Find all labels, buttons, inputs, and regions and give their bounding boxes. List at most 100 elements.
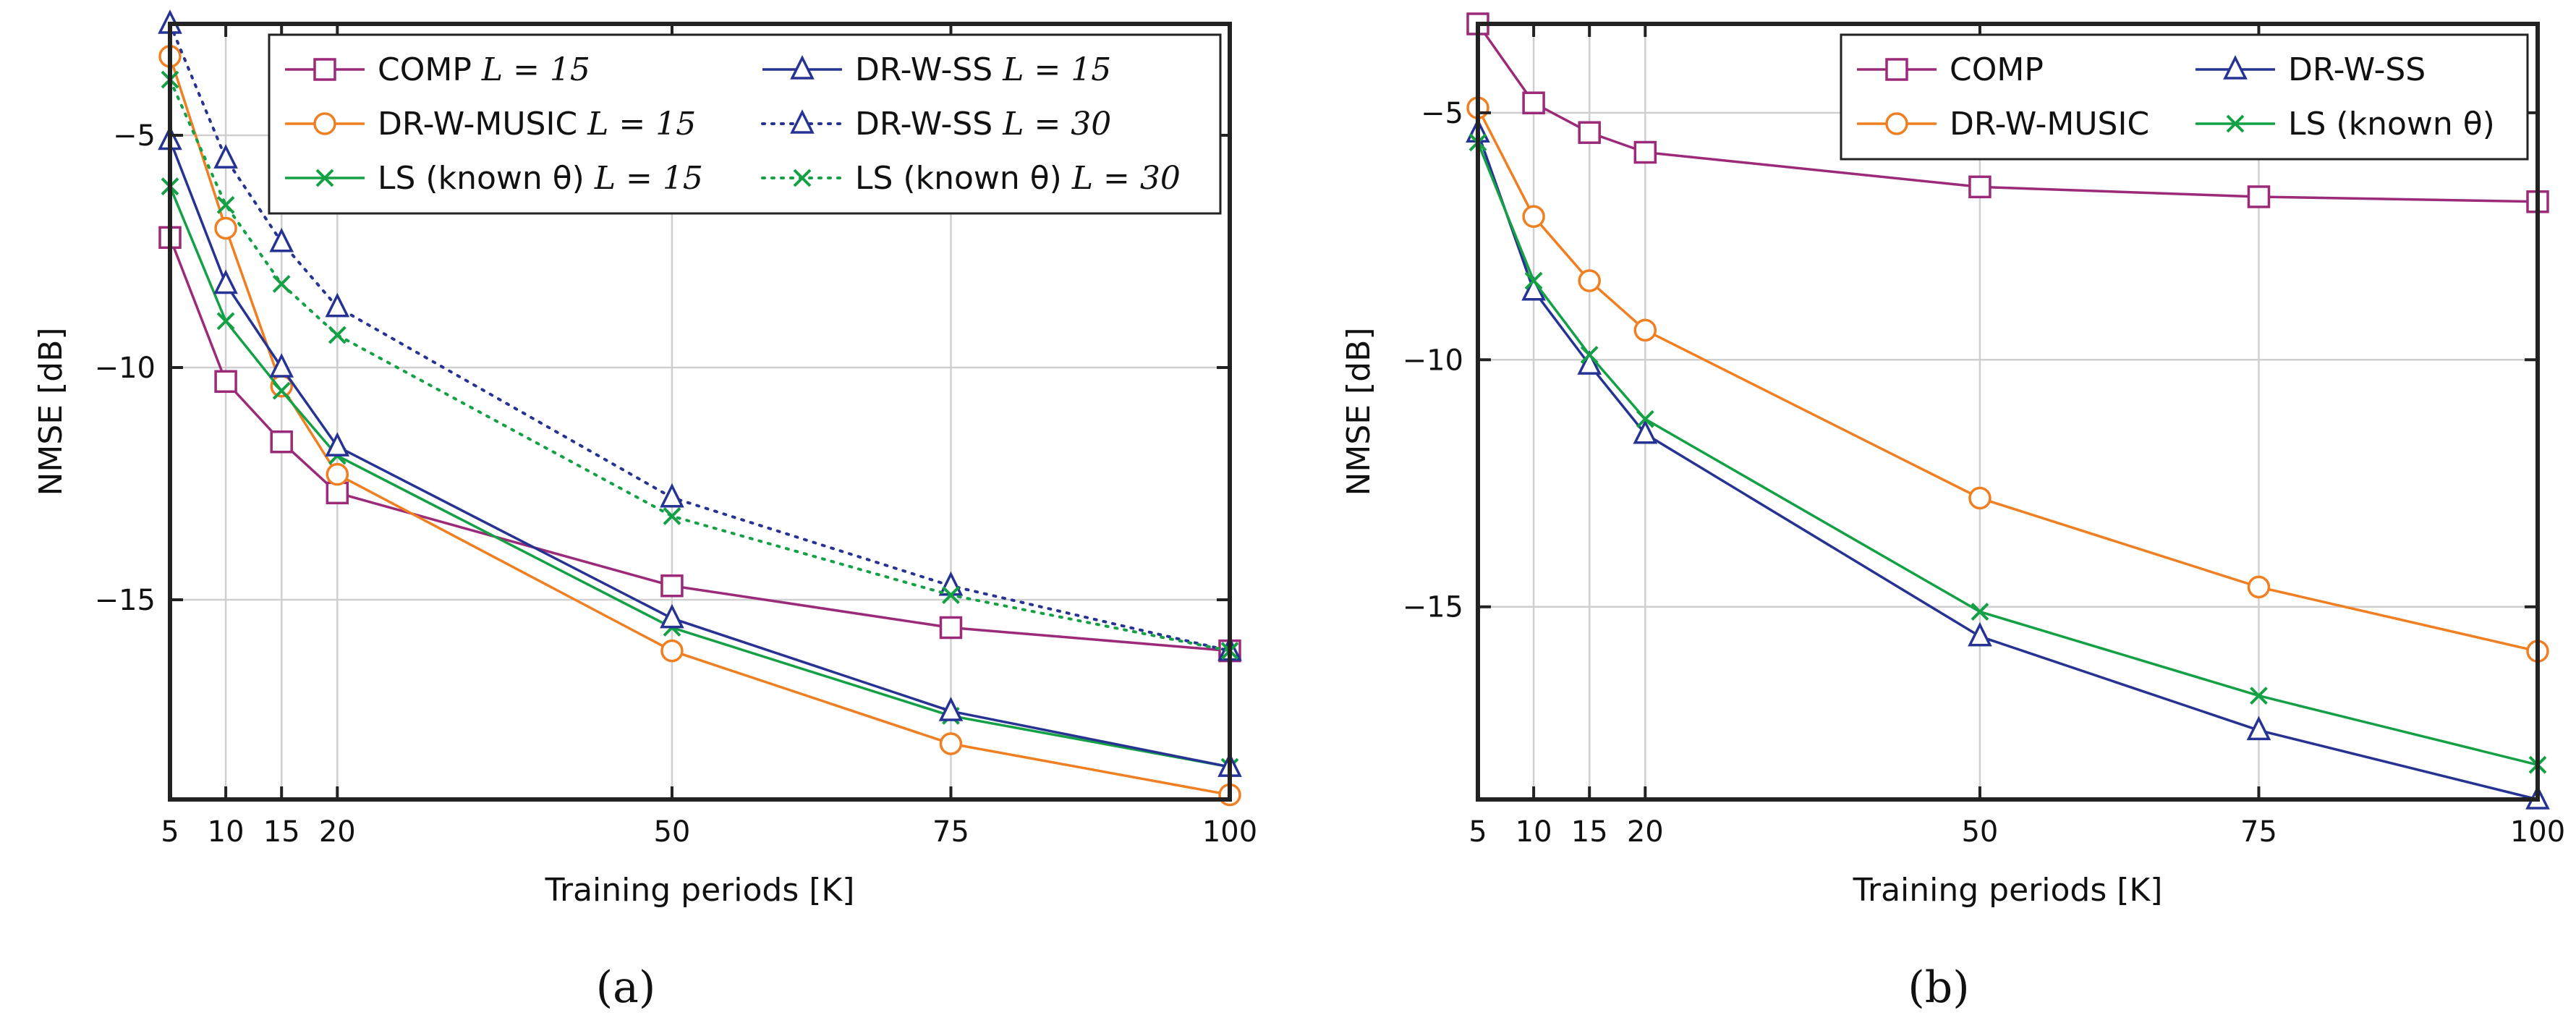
- data-point: [214, 370, 237, 394]
- data-point: [1580, 346, 1599, 364]
- y-axis-label: NMSE [dB]: [33, 327, 69, 496]
- legend-label-main: DR-W-MUSIC: [378, 106, 577, 143]
- x-tick-label: 20: [1627, 815, 1664, 849]
- plot-area: [158, 9, 1242, 807]
- legend-label-main: DR-W-SS: [855, 51, 992, 88]
- panel-a: 5 10 15 20 50 75 100 −5 −10 −15 Training periods […: [33, 9, 1257, 1013]
- data-point: [942, 586, 960, 604]
- data-point: [2247, 575, 2271, 599]
- data-point: [938, 697, 964, 721]
- panel-caption: (b): [1908, 962, 1969, 1013]
- data-point: [660, 603, 684, 629]
- ticks: 5 10 15 20 50 75 100 −5 −10 −15: [95, 24, 1257, 849]
- data-point: [325, 432, 350, 457]
- data-point: [272, 275, 291, 293]
- legend-entry: LS (known θ) L = 15: [285, 160, 703, 197]
- data-point: [2247, 185, 2271, 208]
- data-point: [1522, 205, 1545, 229]
- x-tick-label: 50: [1961, 815, 1998, 849]
- legend-marker: [2223, 55, 2248, 80]
- data-point: [1968, 175, 1991, 199]
- data-point: [326, 481, 349, 505]
- x-tick-label: 75: [932, 815, 969, 849]
- data-point: [269, 227, 294, 252]
- series-3: [158, 125, 1242, 777]
- y-tick-label: −5: [1421, 97, 1463, 130]
- legend-entry: DR-W-SS L = 30: [761, 106, 1111, 143]
- legend-marker: [790, 55, 815, 80]
- legend-box: [268, 33, 1222, 215]
- data-point: [1633, 318, 1657, 342]
- legend-label-main: COMP: [378, 51, 472, 88]
- x-tick-label: 15: [263, 815, 300, 849]
- x-tick-label: 100: [1202, 815, 1257, 849]
- data-point: [1633, 140, 1657, 164]
- legend-label-main: LS (known θ): [378, 160, 585, 197]
- legend-entry: COMP L = 15: [285, 51, 590, 88]
- legend-entry: LS (known θ): [2195, 106, 2495, 143]
- data-point: [2246, 716, 2271, 741]
- legend-label-main: LS (known θ): [2288, 106, 2495, 143]
- data-point: [1522, 91, 1545, 114]
- legend-marker: [313, 58, 336, 81]
- legend: COMP DR-W-SS DR-W-MUSIC LS (known θ): [1840, 33, 2529, 161]
- legend-entry: COMP: [1857, 51, 2044, 88]
- x-tick-label: 10: [1516, 815, 1552, 849]
- legend-marker: [2226, 114, 2245, 133]
- series-5: [161, 70, 1239, 661]
- legend-label-math: L = 15: [481, 51, 590, 88]
- y-tick-label: −5: [113, 119, 156, 153]
- x-tick-label: 5: [161, 815, 179, 849]
- data-point: [269, 353, 294, 378]
- legend-label: COMP: [1950, 51, 2044, 88]
- panel-b: 5 10 15 20 50 75 100 −5 −10 −15 Training periods […: [1340, 12, 2565, 1013]
- ticks: 5 10 15 20 50 75 100 −5 −10 −15: [1403, 24, 2565, 849]
- legend-label: LS (known θ): [2288, 106, 2495, 143]
- legend-label: DR-W-MUSIC: [1950, 106, 2149, 143]
- legend-marker: [1885, 58, 1908, 81]
- legend-marker: [1885, 112, 1908, 135]
- data-point: [213, 144, 238, 169]
- data-point: [2250, 687, 2268, 705]
- legend-label-main: DR-W-SS: [2288, 51, 2426, 88]
- legend-label-main: DR-W-MUSIC: [1950, 106, 2149, 143]
- legend-label: LS (known θ) L = 30: [855, 160, 1181, 197]
- data-point: [214, 216, 237, 240]
- data-point: [328, 326, 347, 344]
- panel-caption: (a): [596, 962, 656, 1013]
- data-point: [939, 732, 963, 755]
- legend-label: DR-W-MUSIC L = 15: [378, 106, 696, 143]
- data-point: [326, 462, 349, 486]
- legend-entry: LS (known θ) L = 30: [761, 160, 1181, 197]
- legend-label-math: L = 15: [594, 160, 703, 197]
- legend-label: DR-W-SS L = 15: [855, 51, 1111, 88]
- x-tick-label: 50: [653, 815, 690, 849]
- x-tick-label: 5: [1468, 815, 1487, 849]
- data-point: [1577, 350, 1602, 375]
- legend-label: DR-W-SS: [2288, 51, 2426, 88]
- data-point: [1968, 486, 1991, 510]
- data-point: [213, 269, 238, 294]
- plot-area: [1466, 12, 2550, 810]
- legend-label-math: L = 30: [1071, 160, 1181, 197]
- data-point: [939, 616, 963, 640]
- data-point: [270, 430, 293, 454]
- series-1: [158, 45, 1241, 807]
- y-tick-label: −10: [95, 352, 156, 385]
- legend-box: [1840, 33, 2529, 161]
- legend-label-math: L = 30: [1002, 106, 1111, 143]
- legend-marker: [790, 109, 815, 134]
- x-axis-label: Training periods [K]: [545, 872, 855, 909]
- data-point: [1971, 603, 1989, 621]
- legend-entry: DR-W-SS: [2195, 51, 2426, 88]
- data-point: [216, 195, 235, 214]
- x-tick-label: 10: [208, 815, 245, 849]
- x-axis-label: Training periods [K]: [1853, 872, 2163, 909]
- data-point: [325, 292, 350, 318]
- data-point: [1578, 269, 1601, 292]
- legend-marker: [313, 112, 336, 135]
- data-point: [1633, 419, 1658, 444]
- legend-entry: DR-W-MUSIC: [1857, 106, 2149, 143]
- legend-label-math: L = 15: [587, 106, 696, 143]
